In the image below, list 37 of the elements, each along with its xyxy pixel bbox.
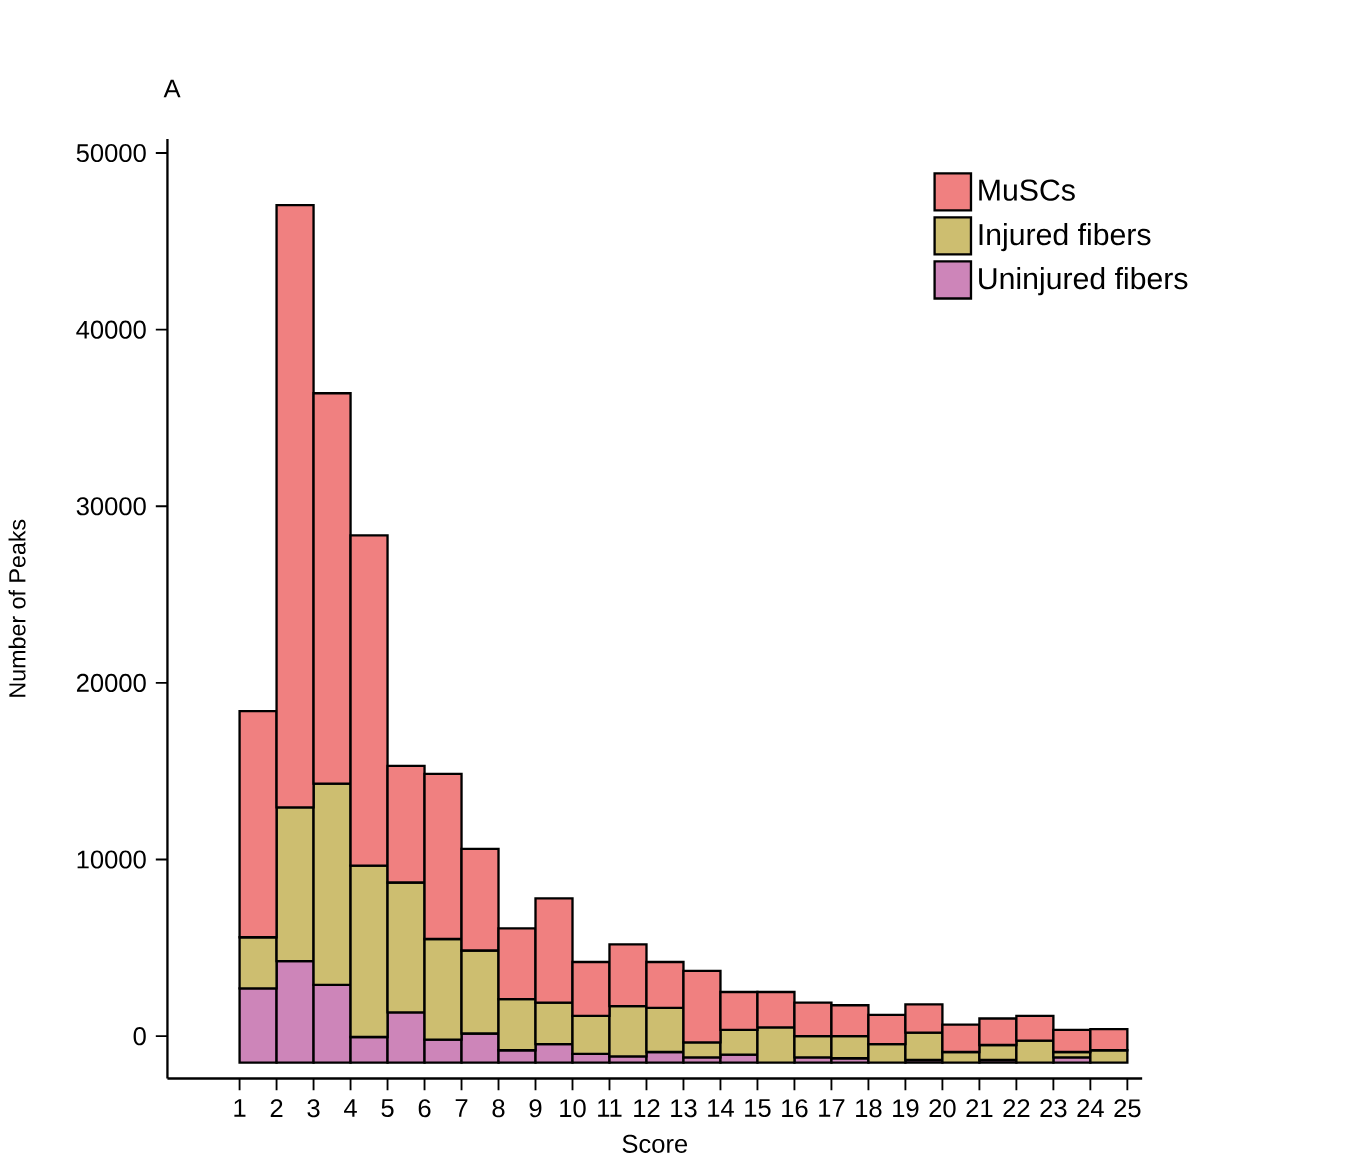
legend-label: Uninjured fibers — [979, 266, 1188, 296]
x-tick-label: 6 — [418, 1098, 431, 1118]
y-axis-title: Number of Peaks — [8, 519, 26, 697]
x-tick-label: 9 — [529, 1098, 542, 1118]
x-axis-title: Score — [622, 1134, 688, 1153]
x-tick-label: 7 — [455, 1098, 468, 1117]
x-tick-label: 2 — [270, 1098, 283, 1117]
x-tick-label: 24 — [1077, 1098, 1104, 1117]
x-tick-label: 11 — [598, 1098, 622, 1117]
y-tick-label: 10000 — [77, 850, 146, 869]
x-tick-label: 18 — [856, 1098, 882, 1118]
x-tick-label: 4 — [344, 1098, 357, 1117]
legend-label: MuSCs — [979, 179, 1075, 201]
x-tick-label: 12 — [634, 1098, 660, 1117]
y-tick-label: 0 — [133, 1026, 146, 1045]
x-tick-label: 19 — [893, 1098, 919, 1118]
x-tick-label: 1 — [234, 1098, 246, 1117]
x-tick-label: 3 — [307, 1098, 320, 1118]
x-tick-label: 22 — [1003, 1098, 1030, 1117]
legend-label: Injured fibers — [979, 222, 1151, 252]
x-tick-label: 14 — [708, 1098, 734, 1117]
x-tick-label: 17 — [819, 1098, 845, 1117]
x-tick-label: 13 — [671, 1098, 697, 1118]
x-tick-label: 23 — [1040, 1098, 1067, 1118]
y-tick-label: 30000 — [76, 497, 146, 516]
x-tick-label: 8 — [492, 1098, 505, 1118]
x-tick-label: 21 — [966, 1098, 993, 1117]
x-tick-label: 20 — [929, 1098, 956, 1118]
x-tick-label: 10 — [560, 1098, 586, 1118]
x-tick-label: 16 — [782, 1098, 808, 1118]
chart-title: A — [163, 79, 181, 98]
x-tick-label: 5 — [381, 1098, 394, 1117]
y-tick-label: 40000 — [76, 320, 146, 339]
y-tick-label: 20000 — [76, 673, 146, 692]
y-tick-label: 50000 — [76, 143, 146, 162]
x-tick-label: 25 — [1114, 1098, 1141, 1118]
x-tick-label: 15 — [745, 1098, 771, 1117]
